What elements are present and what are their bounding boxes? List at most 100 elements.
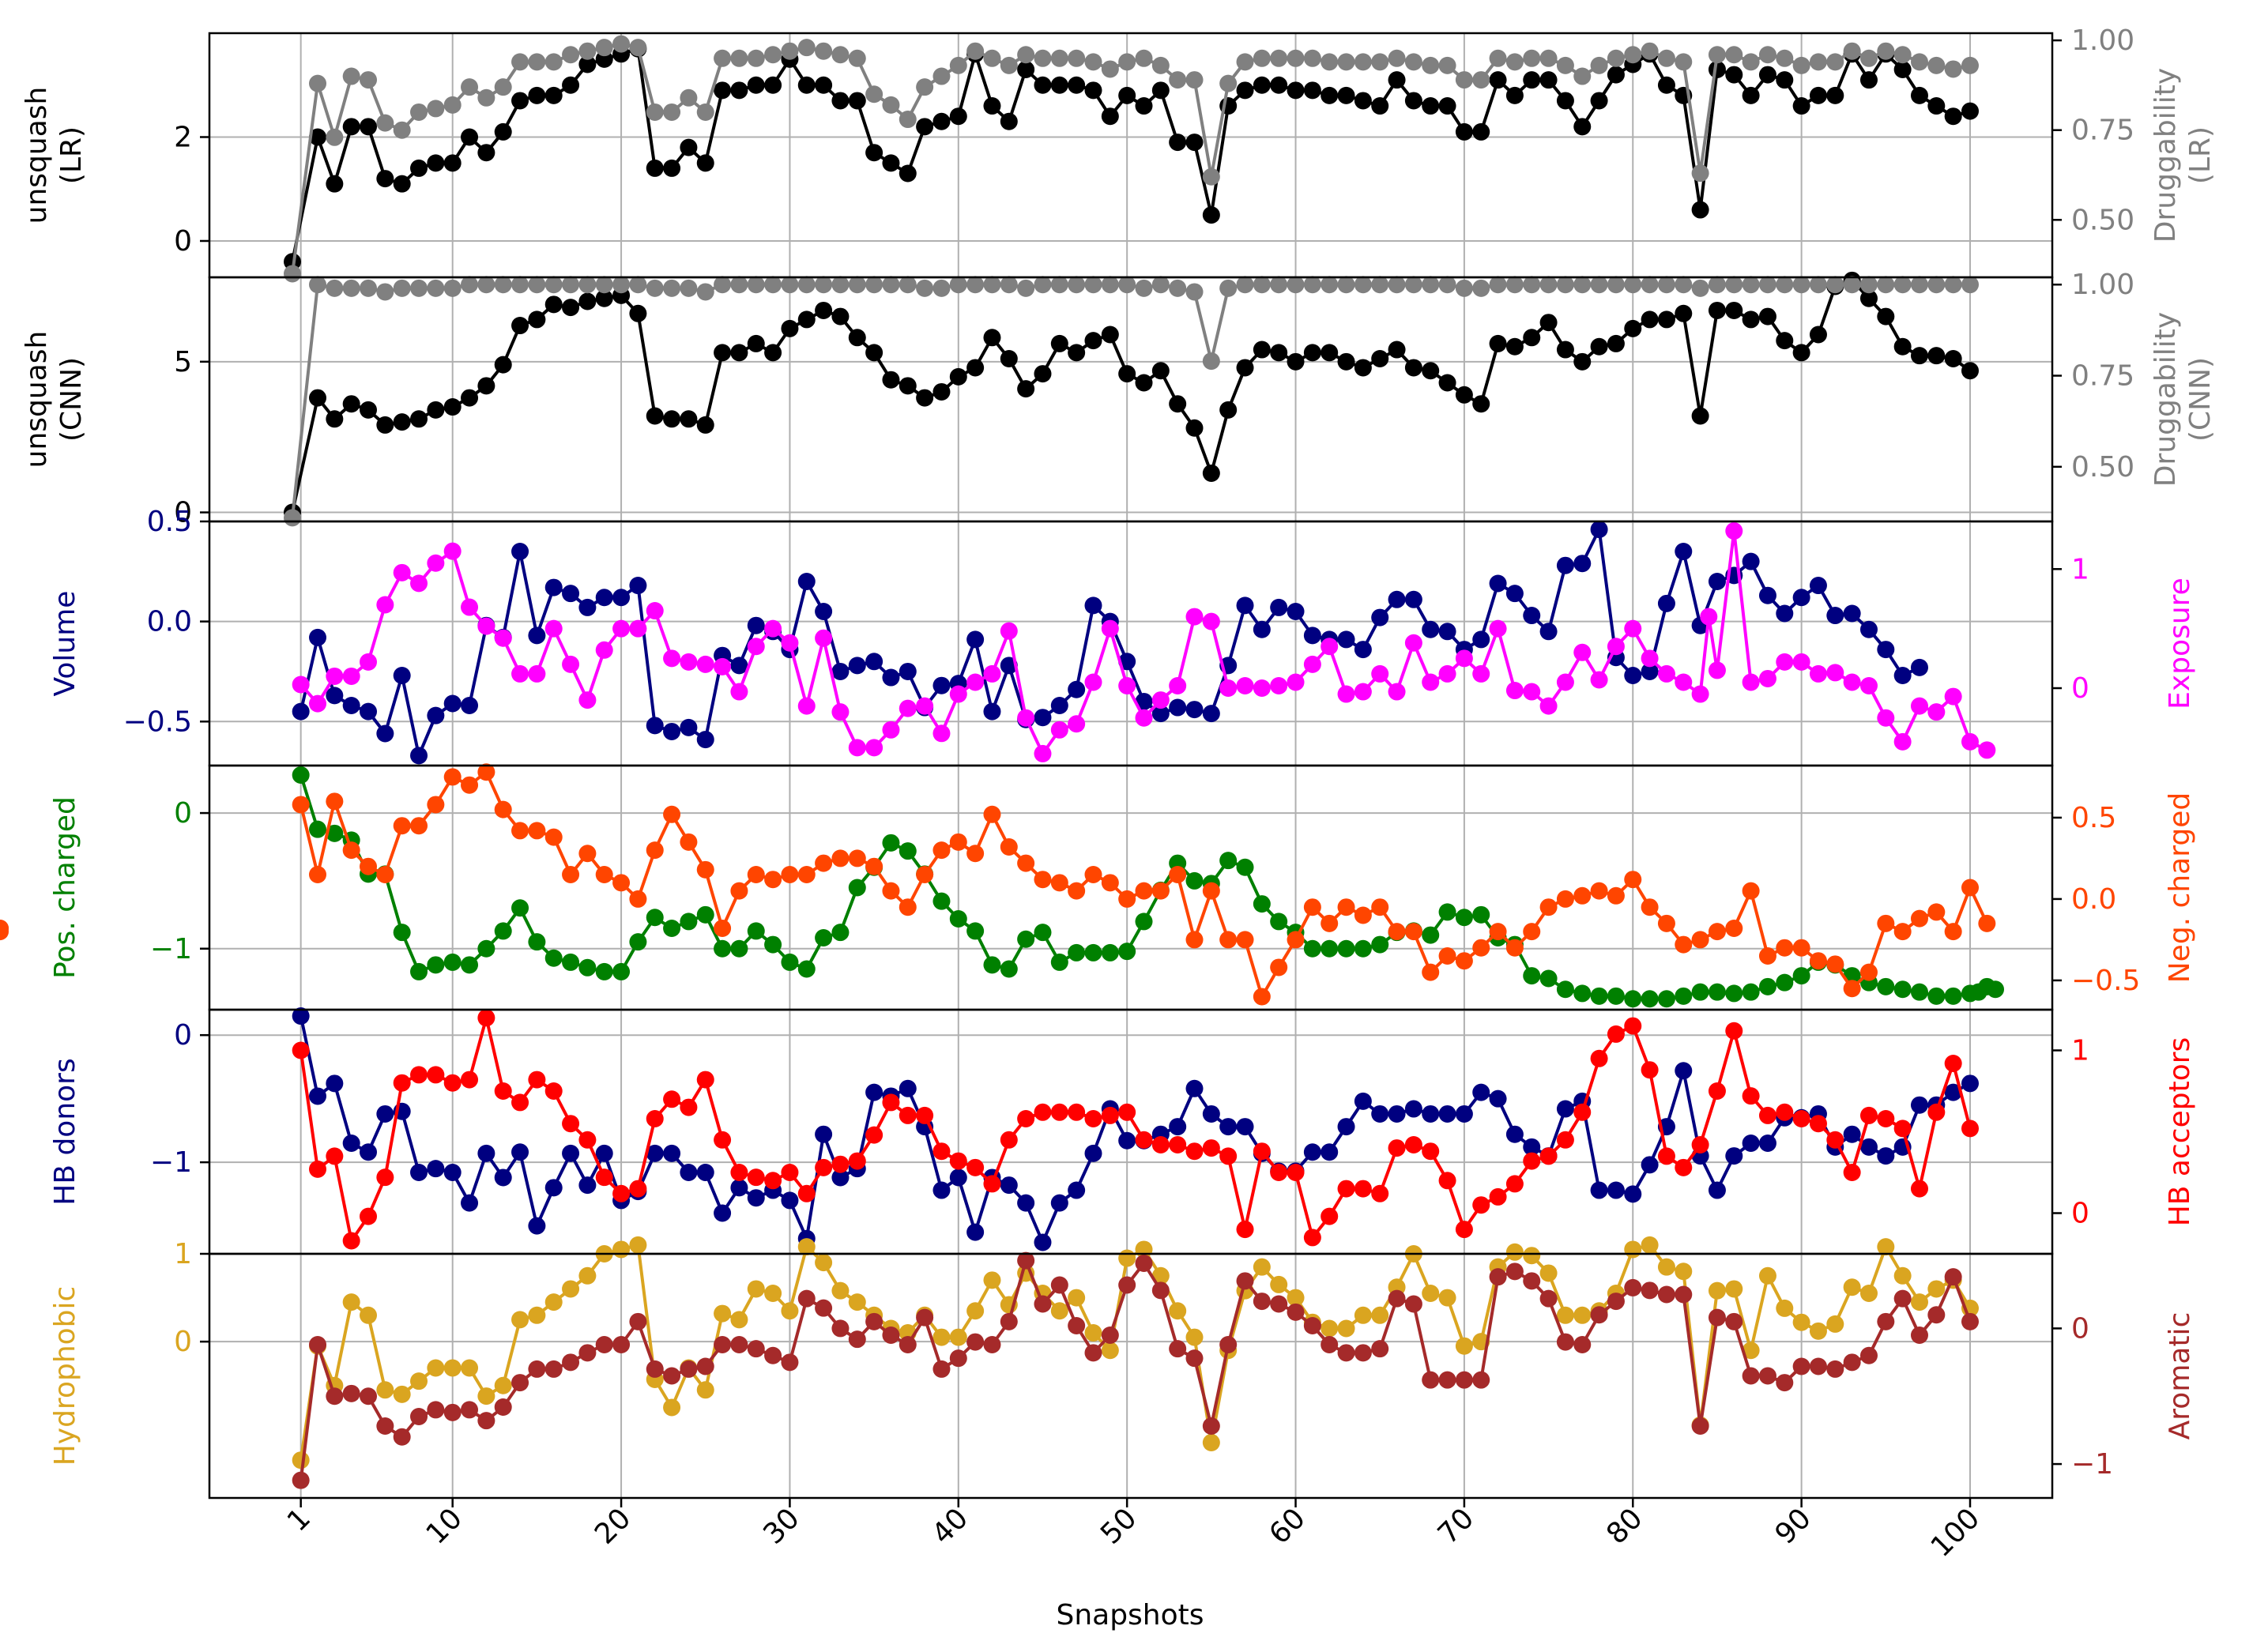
right-y-tick-label: 0.5 xyxy=(2071,802,2116,834)
data-point xyxy=(747,616,765,634)
data-point xyxy=(781,1302,799,1320)
data-point xyxy=(714,81,732,100)
data-point xyxy=(747,1340,765,1358)
right-y-tick-label: 0.0 xyxy=(2071,883,2116,916)
data-point xyxy=(1270,276,1288,294)
data-point xyxy=(1202,1417,1220,1436)
data-point xyxy=(1641,42,1659,60)
data-point xyxy=(966,922,985,940)
data-point xyxy=(1404,590,1422,608)
data-point xyxy=(1708,276,1726,294)
data-point xyxy=(1691,1417,1709,1436)
data-point xyxy=(932,1360,951,1378)
data-point xyxy=(1641,990,1659,1008)
data-point xyxy=(1321,53,1339,71)
data-point xyxy=(1202,464,1220,482)
data-point xyxy=(1523,1247,1541,1265)
data-point xyxy=(342,118,360,136)
data-point xyxy=(1641,662,1659,680)
data-point xyxy=(1068,715,1086,733)
data-point xyxy=(1422,673,1440,691)
data-point xyxy=(528,86,546,104)
data-point xyxy=(1978,741,1996,759)
data-point xyxy=(477,377,495,395)
data-point xyxy=(1422,362,1440,380)
data-point xyxy=(629,39,647,57)
data-point xyxy=(1573,555,1592,573)
data-point xyxy=(1877,914,1895,932)
data-point xyxy=(1422,276,1440,294)
data-point xyxy=(1404,634,1422,652)
panel-1: 0 2 unsquash(LR) 0.50 0.75 1.00 Druggability(L… xyxy=(21,24,2217,283)
data-point xyxy=(376,170,394,188)
data-point xyxy=(747,866,765,884)
data-point xyxy=(1675,304,1693,322)
data-point xyxy=(1776,973,1794,992)
data-point xyxy=(1607,276,1625,294)
data-point xyxy=(831,1319,850,1338)
data-point xyxy=(562,276,580,294)
data-point xyxy=(1893,732,1912,751)
data-point xyxy=(714,1131,732,1149)
data-point xyxy=(1607,49,1625,67)
data-point xyxy=(781,1191,799,1210)
data-point xyxy=(1910,909,1928,928)
data-point xyxy=(1050,334,1068,352)
data-point xyxy=(1927,276,1946,294)
data-point xyxy=(443,1403,462,1421)
data-point xyxy=(1725,46,1743,64)
data-point xyxy=(1927,987,1946,1005)
data-point xyxy=(1000,838,1018,856)
data-point xyxy=(461,1194,479,1212)
data-point xyxy=(1742,310,1760,329)
data-point xyxy=(1944,1083,1962,1101)
data-point xyxy=(1169,1340,1187,1358)
data-point xyxy=(629,890,647,908)
data-point xyxy=(1944,687,1962,706)
data-point xyxy=(1776,276,1794,294)
data-point xyxy=(461,78,479,96)
data-point xyxy=(562,585,580,603)
data-point xyxy=(1590,1049,1608,1067)
data-point xyxy=(612,1336,631,1354)
right-y-tick-label: −0.5 xyxy=(2071,965,2140,997)
data-point xyxy=(966,1223,985,1241)
data-point xyxy=(848,657,866,675)
data-point xyxy=(646,1110,664,1128)
data-point xyxy=(1084,1110,1102,1128)
data-point xyxy=(342,697,360,715)
data-point xyxy=(578,1344,597,1362)
data-point xyxy=(511,1143,529,1161)
data-point xyxy=(1523,1152,1541,1170)
data-point xyxy=(1337,1118,1355,1136)
data-point xyxy=(1624,1185,1642,1203)
data-point xyxy=(949,107,967,126)
data-point xyxy=(1000,56,1018,74)
data-point xyxy=(1185,134,1204,152)
data-point xyxy=(1792,344,1810,362)
data-point xyxy=(831,703,850,721)
series-line xyxy=(299,1243,1972,1461)
data-point xyxy=(1792,97,1810,115)
data-point xyxy=(899,1079,917,1097)
data-point xyxy=(1202,1433,1220,1451)
data-point xyxy=(1607,334,1625,352)
data-point xyxy=(1017,61,1035,79)
data-point xyxy=(1118,1103,1136,1121)
data-point xyxy=(1859,1346,1878,1364)
data-point xyxy=(1371,276,1389,294)
data-point xyxy=(1354,641,1372,659)
data-point xyxy=(1068,1181,1086,1199)
data-point xyxy=(1927,903,1946,921)
data-point xyxy=(1135,913,1153,931)
data-point xyxy=(528,1306,546,1324)
data-point xyxy=(461,598,479,616)
data-point xyxy=(1472,71,1490,89)
data-point xyxy=(528,1360,546,1378)
data-point xyxy=(747,1189,765,1207)
data-point xyxy=(1624,1240,1642,1259)
data-point xyxy=(932,841,951,860)
data-point xyxy=(1000,960,1018,978)
data-point xyxy=(797,697,816,715)
data-point xyxy=(797,276,816,294)
